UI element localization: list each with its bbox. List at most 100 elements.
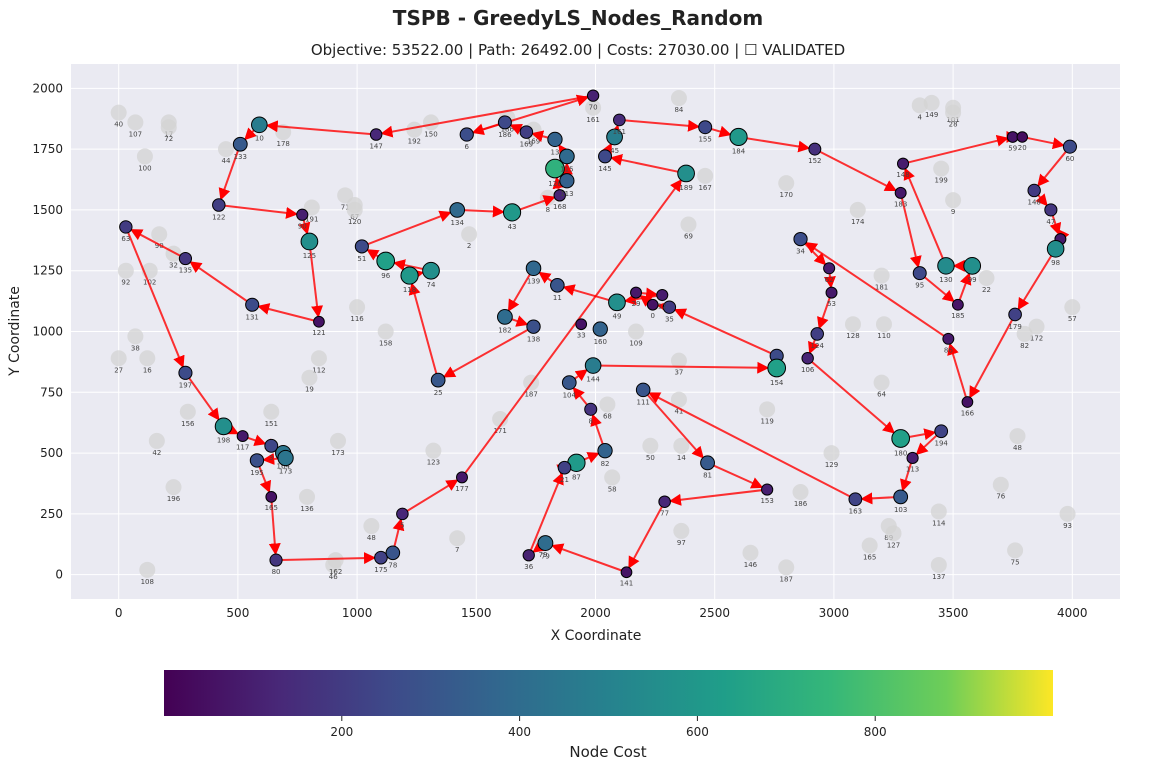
unselected-node: [1028, 318, 1045, 335]
path-node: [1016, 131, 1028, 143]
path-edge: [442, 325, 535, 378]
path-node: [269, 553, 283, 567]
path-node: [519, 125, 534, 139]
node-label: 141: [620, 580, 633, 588]
node-label: 113: [906, 466, 919, 474]
unselected-node: [945, 192, 962, 209]
path-node: [912, 266, 927, 281]
node-label: 43: [508, 223, 517, 231]
path-edge: [707, 461, 764, 489]
node-label: 169: [520, 140, 533, 148]
path-node: [808, 142, 822, 156]
unselected-node: [885, 525, 902, 542]
path-node: [646, 298, 659, 311]
unselected-node: [139, 561, 156, 578]
node-label: 81: [703, 472, 712, 480]
unselected-node: [148, 432, 165, 449]
unselected-node: [873, 374, 890, 391]
path-node: [1044, 203, 1058, 217]
path-node: [265, 491, 278, 503]
unselected-node: [330, 432, 347, 449]
node-label: 8: [588, 417, 592, 425]
unselected-node: [160, 119, 177, 136]
path-edge: [551, 543, 627, 574]
node-label: 80: [272, 568, 281, 576]
node-label: 189: [679, 184, 692, 192]
path-edge: [1022, 135, 1065, 150]
node-label: 5: [400, 522, 404, 530]
path-edge: [902, 134, 1009, 165]
colorbar-label: Node Cost: [569, 743, 646, 761]
unselected-nodes: 4010717721004417819215071671201919010292…: [110, 90, 1081, 586]
unselected-node: [742, 544, 759, 561]
path-node: [937, 257, 955, 275]
node-label: 20: [1018, 144, 1027, 152]
unselected-node: [823, 445, 840, 462]
node-label: 71: [341, 203, 350, 211]
unselected-node: [930, 556, 947, 573]
path-node: [545, 158, 565, 179]
node-label: 76: [996, 493, 1005, 501]
node-label: 137: [932, 573, 945, 581]
path-edge: [408, 282, 440, 381]
node-label: 124: [811, 342, 825, 350]
path-node: [942, 332, 955, 345]
x-tick-label: 2500: [699, 606, 730, 620]
unselected-node: [127, 328, 144, 345]
node-label: 57: [1068, 315, 1077, 323]
path-edge: [218, 204, 299, 219]
node-label: 16: [143, 366, 152, 374]
node-label: 136: [300, 505, 314, 513]
path-node: [550, 277, 565, 293]
unselected-node: [299, 488, 316, 505]
node-label: 186: [501, 126, 515, 134]
node-label: 32: [169, 262, 178, 270]
node-label: 34: [796, 248, 805, 256]
node-label: 172: [1030, 335, 1043, 343]
path-edge: [276, 552, 377, 565]
node-label: 187: [524, 391, 537, 399]
path-node: [374, 550, 388, 565]
path-node: [354, 239, 369, 254]
unselected-node: [406, 121, 423, 138]
path-node: [608, 293, 626, 312]
node-label: 95: [915, 282, 924, 290]
node-label: 75: [1011, 558, 1020, 566]
node-label: 78: [388, 562, 397, 570]
node-label: 187: [780, 575, 793, 583]
path-node: [662, 300, 677, 314]
node-label: 14: [677, 454, 686, 462]
unselected-node: [697, 167, 714, 184]
path-node: [1006, 131, 1019, 143]
unselected-node: [759, 401, 776, 418]
node-label: 27: [114, 366, 123, 374]
node-label: 112: [312, 366, 325, 374]
node-label: 179: [1008, 323, 1021, 331]
path-node: [422, 261, 440, 280]
node-label: 90: [155, 242, 164, 250]
unselected-node: [449, 530, 466, 547]
path-edge: [401, 479, 459, 515]
node-label: 194: [935, 440, 949, 448]
unselected-node: [978, 270, 995, 286]
path-node: [584, 357, 602, 374]
unselected-node: [670, 391, 687, 408]
path-node: [212, 198, 226, 212]
node-label: 138: [527, 335, 540, 343]
unselected-node: [628, 323, 645, 340]
node-label: 197: [179, 381, 192, 389]
node-label: 72: [164, 135, 173, 143]
unselected-node: [263, 403, 280, 420]
path-node: [700, 455, 715, 471]
colorbar-tick-label: 600: [686, 725, 709, 739]
node-label: 150: [424, 130, 437, 138]
node-label: 145: [598, 165, 611, 173]
node-label: 152: [808, 157, 821, 165]
path-node: [251, 116, 268, 134]
node-label: 180: [894, 449, 907, 457]
x-tick-label: 1500: [461, 606, 492, 620]
unselected-node: [349, 299, 366, 316]
path-node: [277, 449, 294, 467]
y-tick-label: 0: [55, 568, 63, 582]
path-edge: [628, 501, 666, 569]
